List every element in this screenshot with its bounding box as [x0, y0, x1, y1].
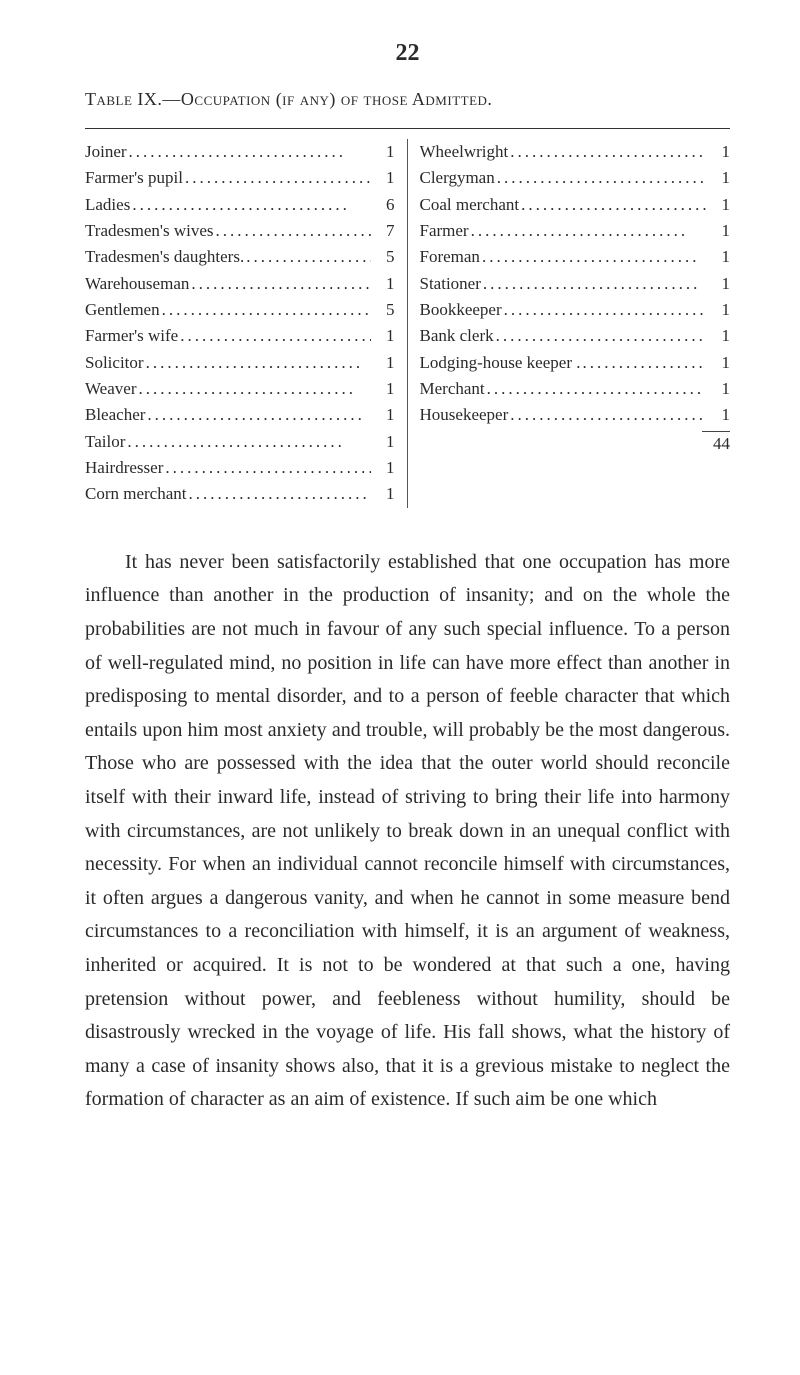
- table-row: Farmer1: [420, 218, 731, 244]
- table-row: Clergyman1: [420, 165, 731, 191]
- table-row: Bank clerk1: [420, 323, 731, 349]
- occupation-count: 1: [371, 455, 395, 481]
- occupation-count: 1: [371, 271, 395, 297]
- occupation-label: Lodging-house keeper .: [420, 350, 707, 376]
- occupation-label: Corn merchant: [85, 481, 371, 507]
- occupation-label: Tradesmen's daughters.: [85, 244, 371, 270]
- table-row: Tailor1: [85, 429, 395, 455]
- body-paragraph: It has never been satisfactorily establi…: [85, 546, 730, 1117]
- occupation-count: 1: [706, 139, 730, 165]
- occupation-label: Gentlemen: [85, 297, 371, 323]
- occupation-label: Stationer: [420, 271, 707, 297]
- occupation-label: Coal merchant: [420, 192, 707, 218]
- occupation-label: Farmer's wife: [85, 323, 371, 349]
- occupation-label: Farmer: [420, 218, 707, 244]
- occupation-label: Housekeeper: [420, 402, 707, 428]
- table-row: Farmer's wife1: [85, 323, 395, 349]
- table-title: Table IX.—Occupation (if any) of those A…: [85, 89, 730, 110]
- occupation-count: 5: [371, 297, 395, 323]
- table-row: Merchant1: [420, 376, 731, 402]
- occupation-count: 1: [706, 323, 730, 349]
- table-row: Wheelwright1: [420, 139, 731, 165]
- occupation-count: 6: [371, 192, 395, 218]
- table-row: Joiner1: [85, 139, 395, 165]
- table-row: Warehouseman1: [85, 271, 395, 297]
- occupation-count: 1: [706, 165, 730, 191]
- occupation-count: 1: [371, 481, 395, 507]
- page-number: 22: [85, 40, 730, 67]
- occupation-count: 7: [371, 218, 395, 244]
- occupation-count: 1: [706, 297, 730, 323]
- occupation-label: Warehouseman: [85, 271, 371, 297]
- occupation-label: Bank clerk: [420, 323, 707, 349]
- occupation-count: 1: [371, 165, 395, 191]
- occupation-label: Solicitor: [85, 350, 371, 376]
- occupation-label: Tradesmen's wives: [85, 218, 371, 244]
- occupation-count: 1: [706, 350, 730, 376]
- table-row: Housekeeper1: [420, 402, 731, 428]
- occupation-label: Bookkeeper: [420, 297, 707, 323]
- occupation-label: Weaver: [85, 376, 371, 402]
- occupation-count: 1: [371, 429, 395, 455]
- table-row: Stationer1: [420, 271, 731, 297]
- table-row: Corn merchant1: [85, 481, 395, 507]
- occupation-count: 1: [371, 350, 395, 376]
- table-row: Coal merchant1: [420, 192, 731, 218]
- occupation-count: 1: [371, 376, 395, 402]
- table-row: Ladies6: [85, 192, 395, 218]
- table-row: Tradesmen's daughters.5: [85, 244, 395, 270]
- occupation-label: Clergyman: [420, 165, 707, 191]
- table-row: Tradesmen's wives7: [85, 218, 395, 244]
- occupation-count: 1: [371, 323, 395, 349]
- occupation-count: 1: [706, 376, 730, 402]
- table-row: Farmer's pupil1: [85, 165, 395, 191]
- occupation-count: 5: [371, 244, 395, 270]
- occupation-label: Hairdresser: [85, 455, 371, 481]
- occupation-count: 1: [706, 402, 730, 428]
- table-row: Solicitor1: [85, 350, 395, 376]
- table-row: Foreman1: [420, 244, 731, 270]
- table-row: Bleacher1: [85, 402, 395, 428]
- total-row: 44: [420, 434, 731, 454]
- table-right-column: Wheelwright1Clergyman1Coal merchant1Farm…: [408, 139, 731, 508]
- occupation-count: 1: [706, 244, 730, 270]
- table-row: Bookkeeper1: [420, 297, 731, 323]
- occupation-label: Foreman: [420, 244, 707, 270]
- occupation-count: 1: [706, 271, 730, 297]
- occupation-label: Bleacher: [85, 402, 371, 428]
- occupation-label: Merchant: [420, 376, 707, 402]
- occupation-label: Tailor: [85, 429, 371, 455]
- occupation-count: 1: [371, 139, 395, 165]
- occupation-count: 1: [706, 192, 730, 218]
- occupation-label: Joiner: [85, 139, 371, 165]
- table-row: Hairdresser1: [85, 455, 395, 481]
- table-row: Gentlemen5: [85, 297, 395, 323]
- occupation-table: Joiner1Farmer's pupil1Ladies6Tradesmen's…: [85, 128, 730, 508]
- table-row: Weaver1: [85, 376, 395, 402]
- occupation-label: Ladies: [85, 192, 371, 218]
- occupation-label: Farmer's pupil: [85, 165, 371, 191]
- table-left-column: Joiner1Farmer's pupil1Ladies6Tradesmen's…: [85, 139, 408, 508]
- occupation-count: 1: [371, 402, 395, 428]
- total-value: 44: [706, 434, 730, 454]
- occupation-count: 1: [706, 218, 730, 244]
- total-rule: [702, 431, 730, 432]
- occupation-label: Wheelwright: [420, 139, 707, 165]
- table-row: Lodging-house keeper .1: [420, 350, 731, 376]
